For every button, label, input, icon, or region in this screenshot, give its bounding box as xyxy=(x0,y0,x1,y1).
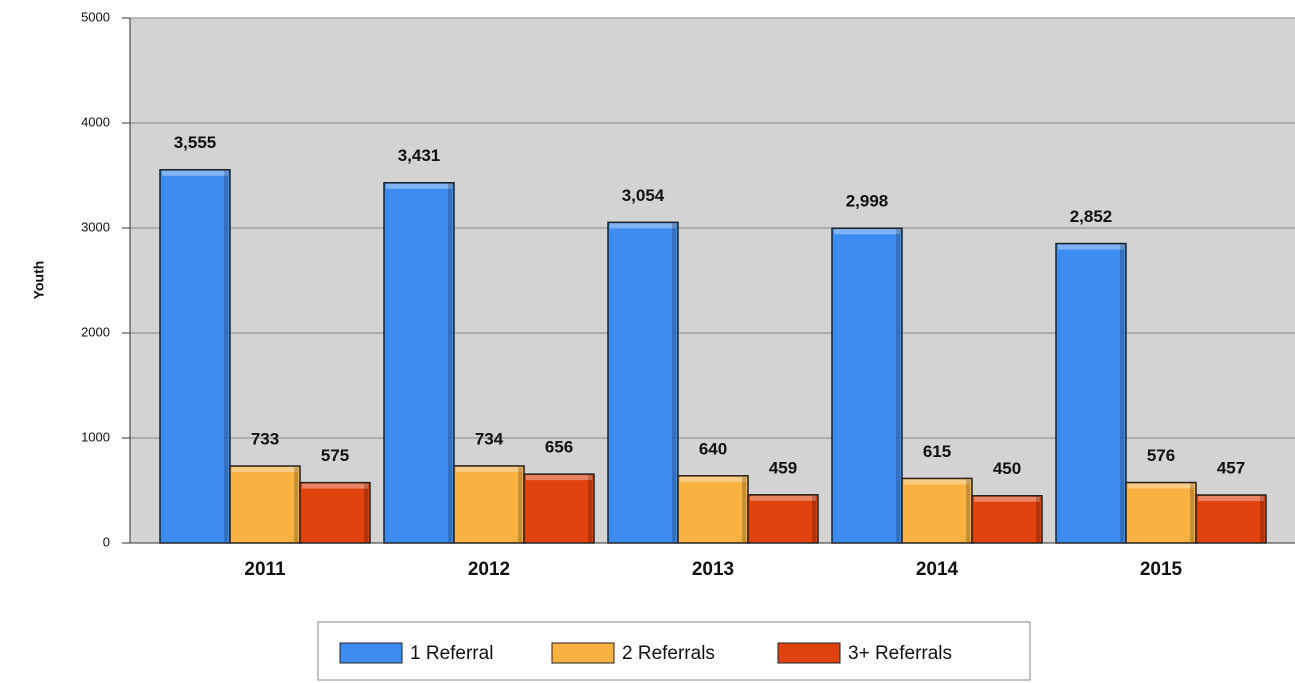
y-tick-label: 1000 xyxy=(81,429,110,444)
bar-shade xyxy=(224,170,228,542)
bar xyxy=(299,481,371,544)
y-tick-label: 5000 xyxy=(81,9,110,24)
legend-swatch xyxy=(551,642,615,664)
data-label: 656 xyxy=(545,438,573,457)
bar-highlight xyxy=(526,475,592,481)
data-label: 2,998 xyxy=(846,192,889,211)
x-tick-label: 2015 xyxy=(1140,559,1183,580)
bar-shade xyxy=(896,229,900,542)
data-label: 459 xyxy=(769,458,797,477)
x-tick-label: 2012 xyxy=(468,559,510,580)
bar-highlight xyxy=(834,229,900,235)
data-label: 615 xyxy=(923,442,951,461)
bar-shade xyxy=(672,223,676,542)
bar-shade xyxy=(1036,496,1040,542)
bar xyxy=(971,495,1043,544)
bar-shade xyxy=(518,466,522,542)
bar-shade xyxy=(294,467,298,542)
legend-label: 2 Referrals xyxy=(622,643,715,664)
bar-highlight xyxy=(750,495,816,501)
bar-shade xyxy=(448,183,452,542)
bar xyxy=(383,181,455,544)
bar-shade xyxy=(966,479,970,542)
y-tick-label: 0 xyxy=(103,534,110,549)
bar xyxy=(1195,494,1267,544)
bar-highlight xyxy=(904,479,970,485)
data-label: 3,431 xyxy=(398,146,441,165)
data-label: 457 xyxy=(1217,458,1245,477)
bar xyxy=(453,465,525,544)
x-tick-label: 2013 xyxy=(692,559,734,580)
x-tick-label: 2011 xyxy=(244,559,286,580)
bar-highlight xyxy=(610,223,676,229)
bar-shade xyxy=(742,476,746,542)
bar-highlight xyxy=(456,466,522,472)
bar xyxy=(1055,242,1127,544)
legend-box xyxy=(317,621,1031,681)
bar xyxy=(1125,481,1197,544)
data-label: 3,555 xyxy=(174,133,217,152)
bar xyxy=(747,494,819,544)
bar-shade xyxy=(1190,483,1194,542)
y-tick-label: 4000 xyxy=(81,114,110,129)
bar-highlight xyxy=(680,476,746,482)
bar xyxy=(901,477,973,544)
bar-highlight xyxy=(974,496,1040,502)
data-label: 734 xyxy=(475,429,504,448)
data-label: 575 xyxy=(321,446,349,465)
bar-highlight xyxy=(1128,483,1194,489)
bar-highlight xyxy=(162,170,228,176)
data-label: 3,054 xyxy=(622,186,665,205)
bar-highlight xyxy=(1198,496,1264,502)
bar-shade xyxy=(812,495,816,542)
data-label: 450 xyxy=(993,459,1021,478)
bar-shade xyxy=(1260,496,1264,542)
legend-label: 3+ Referrals xyxy=(848,643,952,664)
bar-shade xyxy=(1120,244,1124,543)
y-axis-label: Youth xyxy=(31,261,47,300)
x-tick-label: 2014 xyxy=(916,559,959,580)
bar-highlight xyxy=(302,483,368,489)
data-label: 640 xyxy=(699,439,727,458)
bar-shade xyxy=(364,483,368,542)
legend-swatch xyxy=(777,642,841,664)
bar xyxy=(677,475,749,544)
bar-highlight xyxy=(1058,244,1124,250)
bar xyxy=(831,227,903,544)
y-tick-label: 2000 xyxy=(81,324,110,339)
bar xyxy=(159,168,231,544)
bar-highlight xyxy=(232,467,298,473)
legend-label: 1 Referral xyxy=(410,643,493,664)
data-label: 733 xyxy=(251,430,279,449)
data-label: 576 xyxy=(1147,446,1175,465)
bar-shade xyxy=(588,475,592,542)
bar xyxy=(229,465,301,544)
bar-highlight xyxy=(386,183,452,189)
data-label: 2,852 xyxy=(1070,207,1113,226)
legend-swatch xyxy=(339,642,403,664)
y-tick-label: 3000 xyxy=(81,219,110,234)
bar xyxy=(607,221,679,544)
bar xyxy=(523,473,595,544)
